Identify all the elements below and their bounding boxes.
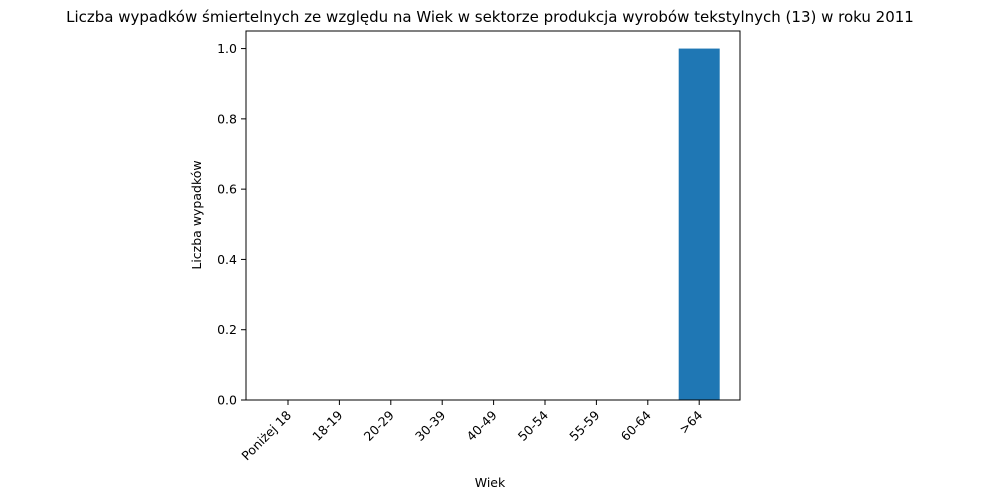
y-tick-label: 0.6 <box>217 182 237 197</box>
y-axis-title: Liczba wypadków <box>189 160 204 269</box>
y-tick-label: 1.0 <box>217 41 237 56</box>
x-tick-label: 40-49 <box>463 407 499 443</box>
y-axis-ticks: 0.0 0.2 0.4 0.6 0.8 1.0 <box>217 41 246 408</box>
plot-frame <box>245 30 741 401</box>
y-tick-label: 0.8 <box>217 111 237 126</box>
y-tick-label: 0.4 <box>217 252 237 267</box>
x-axis-ticks: Poniżej 18 18-19 20-29 30-39 40-49 50-54 55-59… <box>238 400 705 463</box>
chart-title: Liczba wypadków śmiertelnych ze względu … <box>66 8 914 26</box>
y-tick-label: 0.0 <box>217 393 237 408</box>
x-tick-label: 20-29 <box>361 407 397 443</box>
x-tick-label: 18-19 <box>309 407 345 443</box>
x-tick-label: >64 <box>676 407 705 436</box>
x-tick-label: 60-64 <box>618 407 654 443</box>
x-tick-label: 30-39 <box>412 407 448 443</box>
bar-8 <box>678 48 720 400</box>
x-tick-label: 50-54 <box>515 407 551 443</box>
x-tick-label: 55-59 <box>566 407 602 443</box>
x-axis-title: Wiek <box>475 475 506 490</box>
x-tick-label: Poniżej 18 <box>238 407 294 463</box>
bars-group <box>678 48 720 400</box>
y-tick-label: 0.2 <box>217 322 237 337</box>
